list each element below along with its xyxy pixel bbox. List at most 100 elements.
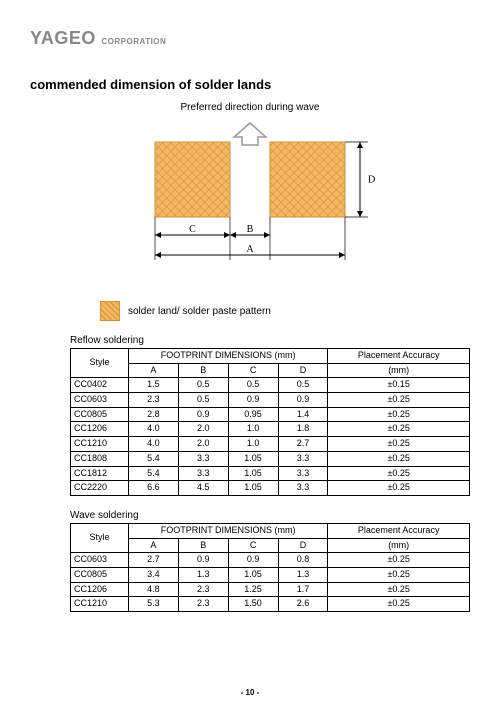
svg-text:B: B (247, 224, 254, 235)
col-footprint: FOOTPRINT DIMENSIONS (mm) (128, 523, 327, 538)
table-cell: 5.3 (128, 597, 178, 612)
table-cell: 0.5 (278, 378, 328, 393)
table-row: CC18125.43.31.053.3±0.25 (71, 466, 470, 481)
table-row: CC12064.82.31.251.7±0.25 (71, 582, 470, 597)
table-row: CC04021.50.50.50.5±0.15 (71, 378, 470, 393)
table-cell: 1.8 (278, 422, 328, 437)
table-cell: 1.0 (228, 422, 278, 437)
table-cell: CC0603 (71, 553, 129, 568)
col-footprint: FOOTPRINT DIMENSIONS (mm) (128, 349, 327, 364)
table-row: CC06032.70.90.90.8±0.25 (71, 553, 470, 568)
table-row: CC06032.30.50.90.9±0.25 (71, 393, 470, 408)
svg-text:D: D (368, 175, 375, 186)
table-cell: 0.9 (178, 553, 228, 568)
legend: solder land/ solder paste pattern (100, 301, 470, 321)
diagram-svg: D C BA (120, 117, 380, 282)
table-cell: 0.5 (228, 378, 278, 393)
table-row: CC18085.43.31.053.3±0.25 (71, 451, 470, 466)
table-cell: 3.3 (178, 451, 228, 466)
table-cell: 1.05 (228, 466, 278, 481)
table-row: CC08053.41.31.051.3±0.25 (71, 567, 470, 582)
table-cell: ±0.25 (328, 422, 470, 437)
table-cell: 3.4 (128, 567, 178, 582)
wave-caption: Wave soldering (70, 510, 470, 521)
col-placement: Placement Accuracy (328, 523, 470, 538)
table-cell: ±0.25 (328, 466, 470, 481)
legend-label: solder land/ solder paste pattern (128, 306, 271, 317)
table-cell: CC1812 (71, 466, 129, 481)
wave-table: StyleFOOTPRINT DIMENSIONS (mm)Placement … (70, 523, 470, 612)
table-cell: 2.0 (178, 437, 228, 452)
table-row: CC12064.02.01.01.8±0.25 (71, 422, 470, 437)
table-cell: 1.5 (128, 378, 178, 393)
table-cell: CC1206 (71, 582, 129, 597)
table-cell: 1.05 (228, 567, 278, 582)
legend-swatch (100, 301, 120, 321)
table-cell: 0.9 (278, 393, 328, 408)
table-cell: 0.5 (178, 378, 228, 393)
sub-head: (mm) (328, 363, 470, 378)
table-row: CC22206.64.51.053.3±0.25 (71, 481, 470, 496)
sub-head: C (228, 538, 278, 553)
table-cell: 0.9 (228, 393, 278, 408)
table-cell: 1.50 (228, 597, 278, 612)
sub-head: A (128, 363, 178, 378)
table-cell: 1.3 (178, 567, 228, 582)
table-cell: 1.0 (228, 437, 278, 452)
table-cell: 2.7 (278, 437, 328, 452)
table-cell: CC0603 (71, 393, 129, 408)
svg-text:C: C (189, 224, 196, 235)
company-logo: YAGEO CORPORATION (30, 28, 470, 49)
table-cell: 0.5 (178, 393, 228, 408)
table-cell: ±0.25 (328, 597, 470, 612)
table-cell: 1.7 (278, 582, 328, 597)
col-style: Style (71, 349, 129, 378)
svg-text:A: A (246, 244, 254, 255)
table-cell: ±0.25 (328, 553, 470, 568)
table-cell: ±0.25 (328, 437, 470, 452)
table-cell: 4.5 (178, 481, 228, 496)
col-placement: Placement Accuracy (328, 349, 470, 364)
table-cell: 3.3 (278, 481, 328, 496)
sub-head: B (178, 538, 228, 553)
table-cell: 3.3 (278, 451, 328, 466)
table-cell: 1.4 (278, 407, 328, 422)
table-cell: 5.4 (128, 466, 178, 481)
table-row: CC12105.32.31.502.6±0.25 (71, 597, 470, 612)
preferred-direction-label: Preferred direction during wave (120, 102, 380, 113)
section-title: commended dimension of solder lands (30, 77, 470, 92)
table-cell: 2.8 (128, 407, 178, 422)
table-cell: ±0.25 (328, 582, 470, 597)
reflow-table: StyleFOOTPRINT DIMENSIONS (mm)Placement … (70, 348, 470, 496)
table-cell: 4.0 (128, 437, 178, 452)
reflow-caption: Reflow soldering (70, 335, 470, 346)
table-cell: 2.6 (278, 597, 328, 612)
table-cell: 2.3 (178, 582, 228, 597)
table-cell: 5.4 (128, 451, 178, 466)
sub-head: C (228, 363, 278, 378)
table-cell: CC0805 (71, 407, 129, 422)
table-cell: 0.95 (228, 407, 278, 422)
table-cell: ±0.25 (328, 567, 470, 582)
table-cell: 0.9 (228, 553, 278, 568)
table-cell: 6.6 (128, 481, 178, 496)
table-cell: 2.3 (128, 393, 178, 408)
table-cell: CC0402 (71, 378, 129, 393)
table-cell: CC1210 (71, 597, 129, 612)
table-cell: 4.8 (128, 582, 178, 597)
table-cell: 0.9 (178, 407, 228, 422)
sub-head: A (128, 538, 178, 553)
table-cell: 2.3 (178, 597, 228, 612)
col-style: Style (71, 523, 129, 552)
logo-main: YAGEO (30, 28, 96, 48)
table-row: CC12104.02.01.02.7±0.25 (71, 437, 470, 452)
table-cell: 1.3 (278, 567, 328, 582)
table-cell: ±0.25 (328, 407, 470, 422)
table-cell: CC1206 (71, 422, 129, 437)
table-cell: 3.3 (178, 466, 228, 481)
table-cell: CC0805 (71, 567, 129, 582)
table-cell: ±0.15 (328, 378, 470, 393)
table-cell: ±0.25 (328, 393, 470, 408)
table-cell: 1.05 (228, 481, 278, 496)
table-cell: CC2220 (71, 481, 129, 496)
